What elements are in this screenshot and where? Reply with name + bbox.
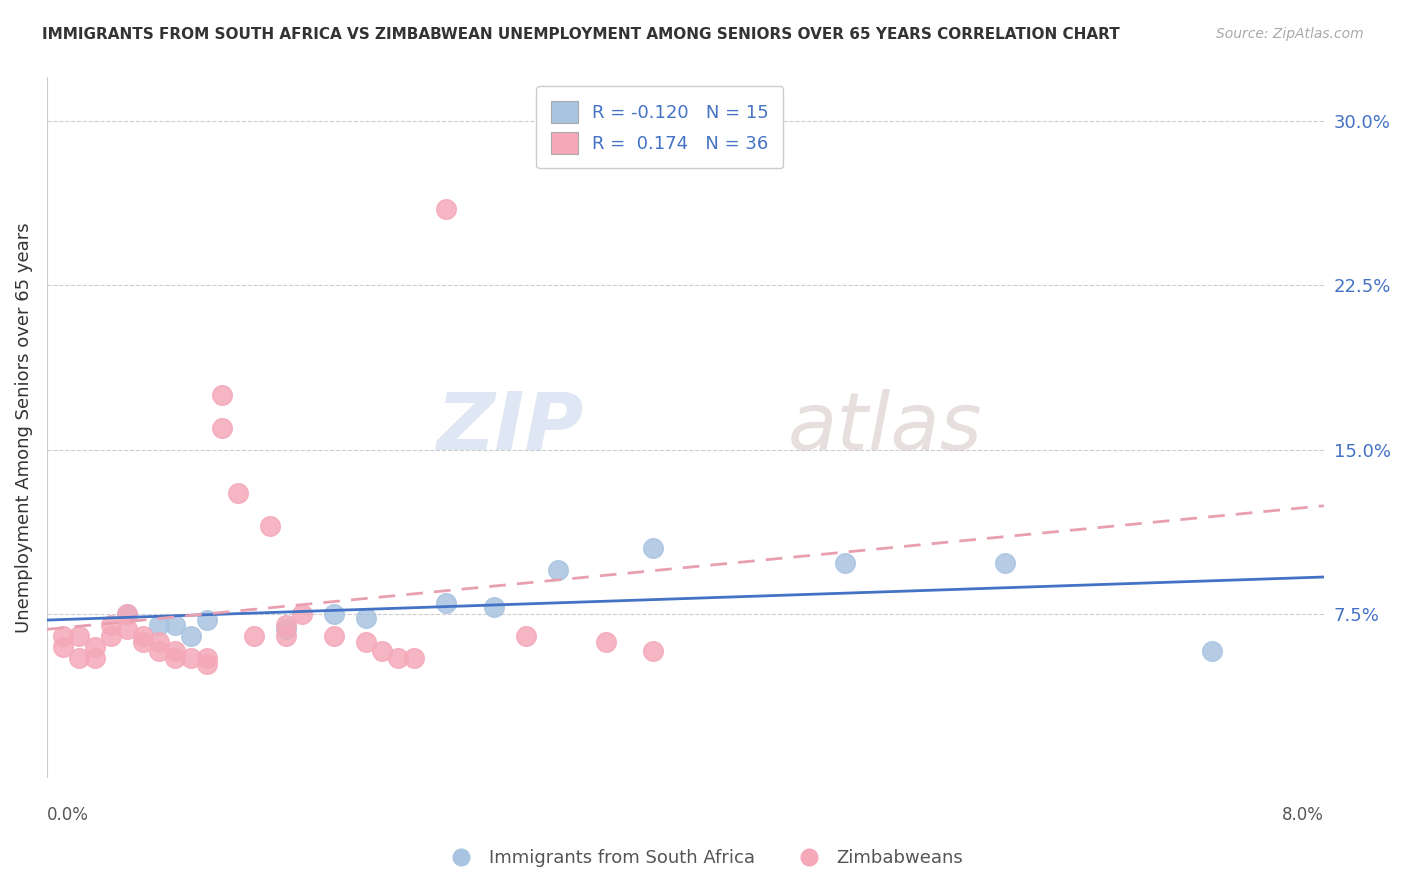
Point — [67, 629, 90, 643]
Point — [276, 622, 298, 636]
Point — [163, 617, 186, 632]
Point — [387, 650, 409, 665]
Point — [131, 635, 153, 649]
Point — [354, 635, 377, 649]
Point — [259, 519, 281, 533]
Point — [195, 657, 218, 672]
Legend: Immigrants from South Africa, Zimbabweans: Immigrants from South Africa, Zimbabwean… — [436, 842, 970, 874]
Point — [643, 644, 665, 658]
Legend: R = -0.120   N = 15, R =  0.174   N = 36: R = -0.120 N = 15, R = 0.174 N = 36 — [536, 87, 783, 169]
Point — [52, 629, 75, 643]
Point — [276, 617, 298, 632]
Point — [115, 607, 138, 621]
Point — [115, 622, 138, 636]
Point — [994, 557, 1017, 571]
Point — [195, 613, 218, 627]
Point — [643, 541, 665, 555]
Point — [547, 563, 569, 577]
Point — [211, 421, 233, 435]
Text: IMMIGRANTS FROM SOUTH AFRICA VS ZIMBABWEAN UNEMPLOYMENT AMONG SENIORS OVER 65 YE: IMMIGRANTS FROM SOUTH AFRICA VS ZIMBABWE… — [42, 27, 1121, 42]
Point — [148, 617, 170, 632]
Point — [180, 629, 202, 643]
Point — [354, 611, 377, 625]
Point — [83, 650, 105, 665]
Point — [115, 607, 138, 621]
Point — [834, 557, 856, 571]
Point — [228, 486, 250, 500]
Text: 8.0%: 8.0% — [1282, 806, 1324, 824]
Point — [83, 640, 105, 654]
Point — [67, 650, 90, 665]
Y-axis label: Unemployment Among Seniors over 65 years: Unemployment Among Seniors over 65 years — [15, 222, 32, 633]
Point — [211, 388, 233, 402]
Point — [52, 640, 75, 654]
Point — [180, 650, 202, 665]
Point — [100, 617, 122, 632]
Point — [163, 650, 186, 665]
Point — [434, 202, 457, 216]
Point — [148, 635, 170, 649]
Point — [595, 635, 617, 649]
Text: 0.0%: 0.0% — [46, 806, 89, 824]
Text: atlas: atlas — [787, 389, 983, 467]
Point — [323, 629, 346, 643]
Point — [195, 650, 218, 665]
Text: ZIP: ZIP — [436, 389, 583, 467]
Point — [163, 644, 186, 658]
Point — [1201, 644, 1223, 658]
Point — [291, 607, 314, 621]
Point — [482, 600, 505, 615]
Point — [243, 629, 266, 643]
Point — [515, 629, 537, 643]
Point — [276, 629, 298, 643]
Point — [371, 644, 394, 658]
Point — [131, 629, 153, 643]
Point — [100, 629, 122, 643]
Point — [148, 644, 170, 658]
Text: Source: ZipAtlas.com: Source: ZipAtlas.com — [1216, 27, 1364, 41]
Point — [402, 650, 425, 665]
Point — [323, 607, 346, 621]
Point — [434, 596, 457, 610]
